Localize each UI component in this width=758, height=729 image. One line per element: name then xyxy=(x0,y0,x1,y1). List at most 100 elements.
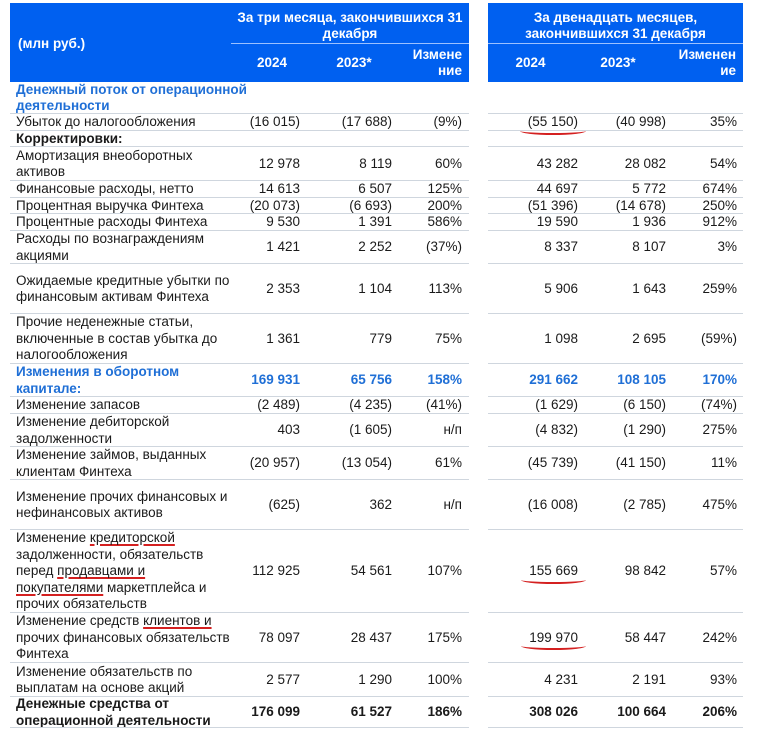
value-12m-2024: 1 098 xyxy=(544,330,578,346)
row-label: Изменение займов, выданных клиентам Финт… xyxy=(16,447,207,479)
value-12m-2023: 2 191 xyxy=(632,671,666,687)
row-label: Убыток до налогообложения xyxy=(16,114,196,130)
value-3m-change: 125% xyxy=(427,181,462,197)
value-12m-2024: 44 697 xyxy=(536,181,578,197)
col-12m-change: Изменен ие xyxy=(678,47,736,78)
red-annotation-underline: продавцами и xyxy=(57,563,146,579)
row-label: Расходы по вознаграждениям акциями xyxy=(16,231,204,263)
value-3m-2023: 61 527 xyxy=(350,704,392,720)
value-3m-2024: 403 xyxy=(277,422,300,438)
value-12m-change: 242% xyxy=(702,629,737,645)
value-3m-2023: 8 119 xyxy=(359,155,392,171)
value-12m-change: 3% xyxy=(717,239,737,255)
value-12m-2024: 291 662 xyxy=(529,372,578,388)
value-12m-2023: (6 150) xyxy=(623,397,666,413)
value-12m-change: 475% xyxy=(702,496,737,512)
value-3m-2023: (1 605) xyxy=(349,422,392,438)
value-12m-change: 250% xyxy=(702,197,737,213)
value-3m-change: н/п xyxy=(443,496,462,512)
value-12m-2024: (55 150) xyxy=(519,114,587,135)
row-label: Амортизация внеоборотных активов xyxy=(16,147,193,180)
value-12m-2024: 5 906 xyxy=(544,280,578,296)
value-3m-2023: (17 688) xyxy=(341,114,392,130)
header-divider xyxy=(231,43,469,44)
value-3m-change: 158% xyxy=(427,372,462,388)
value-12m-2023: (1 290) xyxy=(623,422,666,438)
table-row: Изменение обязательств по выплатам на ос… xyxy=(10,663,743,697)
value-12m-2023: 58 447 xyxy=(624,629,666,645)
row-label: Изменения в оборотном капитале: xyxy=(16,364,180,396)
label-text: Изменение xyxy=(16,530,90,546)
value-3m-change: 75% xyxy=(434,330,462,346)
table-row: Процентная выручка Финтеха (20 073) (6 6… xyxy=(10,198,743,214)
value-12m-2023: 1 936 xyxy=(632,214,666,230)
value-3m-2024: 169 931 xyxy=(251,372,300,388)
row-label: Изменение запасов xyxy=(16,397,140,413)
red-annotation-underline: 199 970 xyxy=(521,629,586,650)
row-label: Денежный поток от операционной деятельно… xyxy=(16,81,247,114)
value-12m-2023: 108 105 xyxy=(617,372,666,388)
row-label: Процентные расходы Финтеха xyxy=(16,214,208,230)
value-12m-2023: (14 678) xyxy=(615,197,666,213)
value-3m-2024: (20 957) xyxy=(249,455,300,471)
table-row: Расходы по вознаграждениям акциями 1 421… xyxy=(10,231,743,264)
value-3m-2024: 1 361 xyxy=(266,330,300,346)
col-3m-change: Измене ние xyxy=(412,47,462,78)
table-row: Изменение дебиторской задолженности 403 … xyxy=(10,414,743,447)
value-3m-2024: 9 530 xyxy=(266,214,300,230)
label-text: Изменение средств xyxy=(16,613,144,629)
value-12m-2024: 4 231 xyxy=(544,671,578,687)
table-row: Денежные средства от операционной деятел… xyxy=(10,696,743,728)
table-row: Изменение займов, выданных клиентам Финт… xyxy=(10,447,743,480)
value-3m-2024: 14 613 xyxy=(258,181,300,197)
row-label: Изменение средств клиентов и прочих фина… xyxy=(10,613,235,663)
value-12m-change: 206% xyxy=(702,704,737,720)
value-3m-2024: 78 097 xyxy=(258,629,300,645)
value-3m-2024: 1 421 xyxy=(266,239,300,255)
cash-flow-table: (млн руб.) За три месяца, закончившихся … xyxy=(10,3,743,728)
value-3m-2023: (4 235) xyxy=(349,397,392,413)
label-text: задолженности, обязательств перед xyxy=(16,546,204,579)
value-3m-2024: (2 489) xyxy=(257,397,300,413)
value-12m-2024: 308 026 xyxy=(529,704,578,720)
value-12m-2023: 8 107 xyxy=(632,239,666,255)
value-12m-2024: (1 629) xyxy=(535,397,578,413)
value-12m-2024: (51 396) xyxy=(527,197,578,213)
value-3m-change: 200% xyxy=(427,197,462,213)
red-annotation-underline: покупателями xyxy=(16,579,104,595)
period-12m-title: За двенадцать месяцев, закончившихся 31 … xyxy=(525,10,706,41)
table-header: (млн руб.) За три месяца, закончившихся … xyxy=(10,3,743,82)
value-12m-2024: 199 970 xyxy=(521,613,586,663)
value-12m-2023: 1 643 xyxy=(632,280,666,296)
value-12m-change: 11% xyxy=(710,455,737,471)
value-12m-2023: (41 150) xyxy=(615,455,666,471)
value-3m-2023: 1 104 xyxy=(358,280,392,296)
header-divider xyxy=(488,43,743,44)
value-12m-2023: 5 772 xyxy=(632,181,666,197)
col-3m-2023: 2023* xyxy=(336,55,372,70)
table-row: Корректировки: xyxy=(10,131,743,147)
value-12m-change: 912% xyxy=(702,214,737,230)
unit-label: (млн руб.) xyxy=(18,36,86,51)
value-3m-change: 107% xyxy=(427,563,462,579)
red-annotation-underline: (55 150) xyxy=(519,114,587,135)
red-annotation-underline: кредиторской xyxy=(89,530,175,546)
value-12m-2024: (45 739) xyxy=(527,455,578,471)
value-12m-2023: 2 695 xyxy=(632,330,666,346)
col-12m-2023: 2023* xyxy=(600,55,636,70)
value-3m-2024: 2 577 xyxy=(266,671,300,687)
value-12m-2024: 155 669 xyxy=(521,530,586,613)
red-annotation-underline: 155 669 xyxy=(521,563,586,584)
row-label: Денежные средства от операционной деятел… xyxy=(16,696,211,728)
value-12m-change: 275% xyxy=(702,422,737,438)
value-3m-change: 175% xyxy=(427,629,462,645)
value-12m-change: 54% xyxy=(709,155,737,171)
value-12m-change: 170% xyxy=(702,372,737,388)
table-row: Изменения в оборотном капитале: 169 931 … xyxy=(10,364,743,397)
value-3m-change: н/п xyxy=(443,422,462,438)
value-12m-2024: 19 590 xyxy=(536,214,578,230)
label-text: прочих финансовых обязательств Финтеха xyxy=(16,629,230,662)
row-label: Прочие неденежные статьи, включенные в с… xyxy=(16,314,218,363)
value-3m-2024: (16 015) xyxy=(249,114,300,130)
value-3m-2024: 176 099 xyxy=(251,704,300,720)
